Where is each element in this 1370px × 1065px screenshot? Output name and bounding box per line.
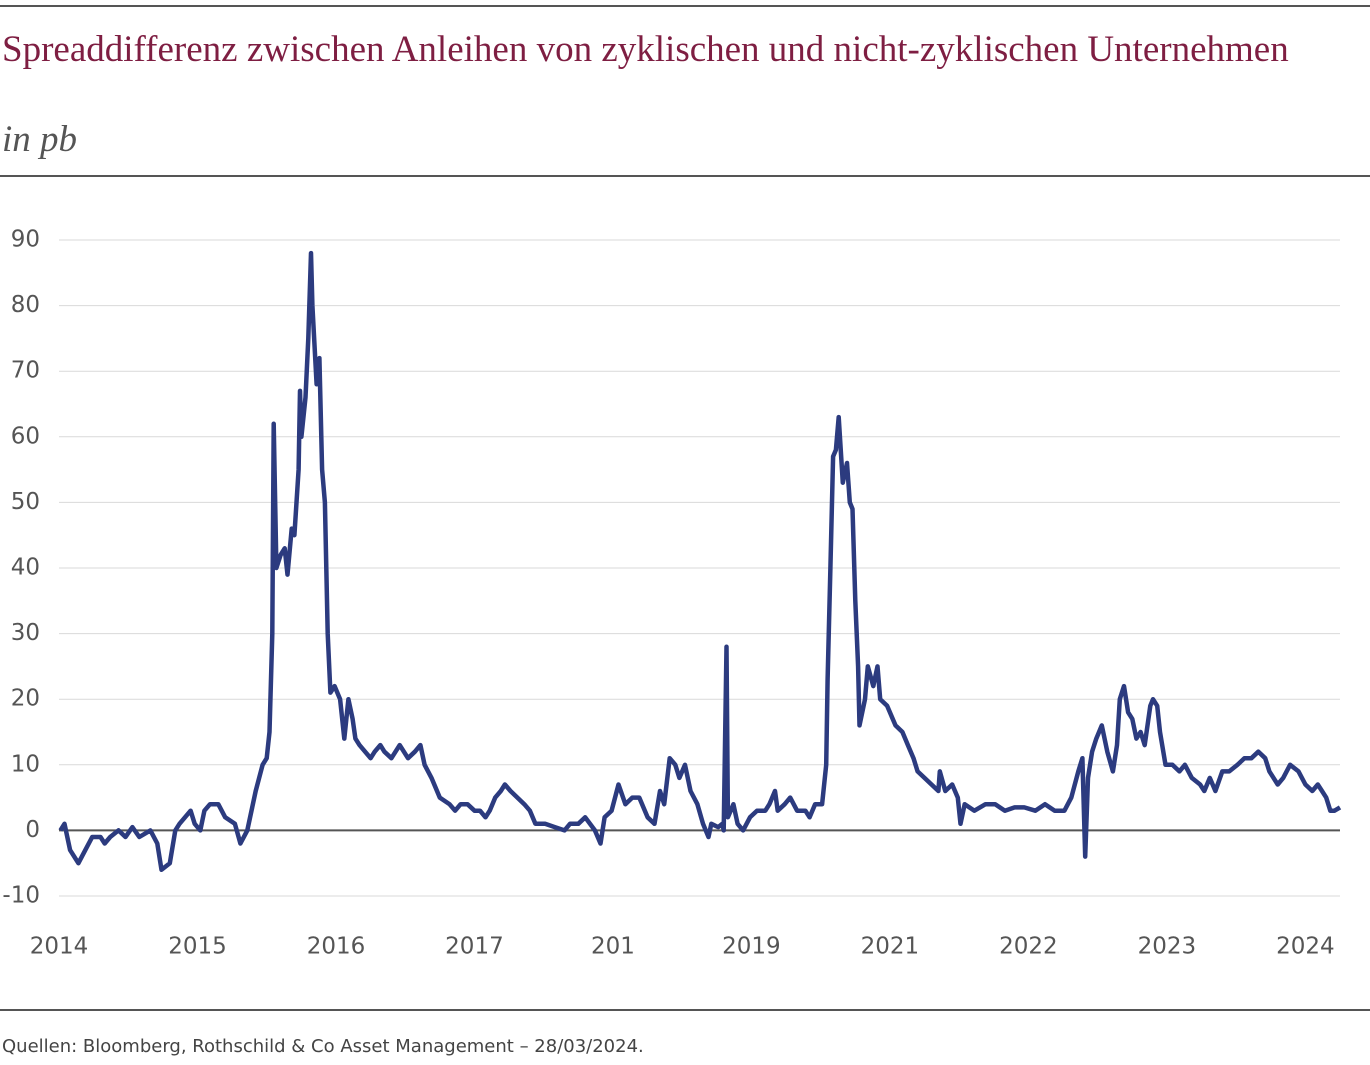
y-tick-label: 90 [11, 227, 40, 253]
y-tick-label: 60 [11, 423, 40, 449]
x-tick-label: 2022 [999, 934, 1058, 960]
x-tick-label: 2015 [168, 934, 227, 960]
y-tick-label: 0 [25, 817, 40, 843]
y-tick-label: 40 [11, 555, 40, 581]
x-tick-label: 2021 [861, 934, 920, 960]
y-tick-label: 10 [11, 751, 40, 777]
x-tick-label: 2016 [307, 934, 366, 960]
y-tick-label: -10 [2, 883, 40, 909]
chart-subtitle: in pb [2, 119, 78, 160]
data-line [58, 250, 1342, 873]
x-tick-label: 2019 [722, 934, 781, 960]
y-tick-label: 20 [11, 686, 40, 712]
y-tick-label: 80 [11, 292, 40, 318]
y-tick-label: 30 [11, 620, 40, 646]
x-tick-label: 201 [591, 934, 635, 960]
x-tick-label: 2023 [1138, 934, 1197, 960]
x-tick-label: 2024 [1276, 934, 1335, 960]
x-tick-label: 2017 [445, 934, 504, 960]
source-note: Quellen: Bloomberg, Rothschild & Co Asse… [2, 1036, 644, 1057]
y-tick-label: 50 [11, 489, 40, 515]
x-tick-label: 2014 [30, 934, 89, 960]
y-tick-label: 70 [11, 358, 40, 384]
chart-title: Spreaddifferenz zwischen Anleihen von zy… [2, 29, 1289, 70]
